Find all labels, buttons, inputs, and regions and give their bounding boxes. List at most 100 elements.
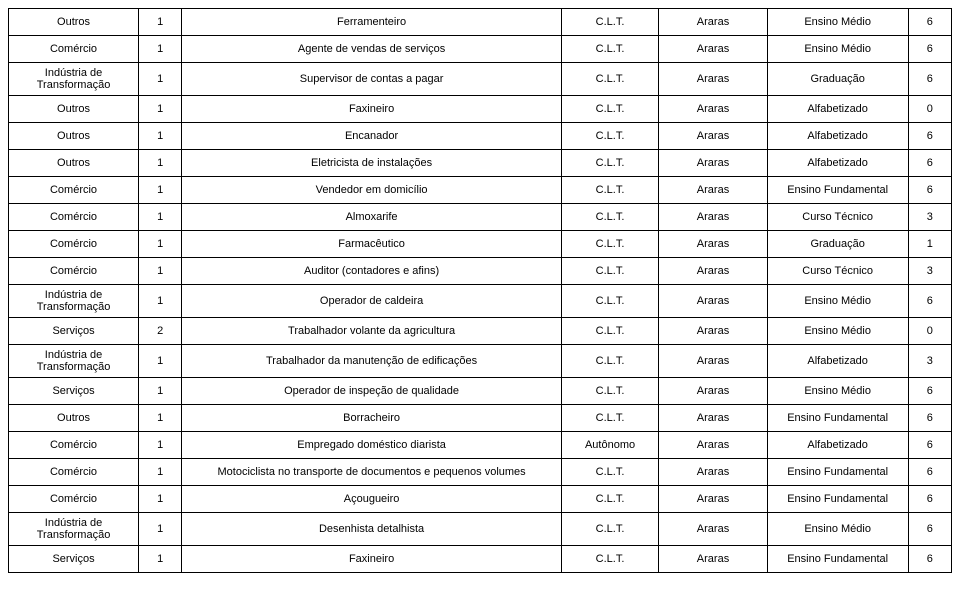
cell-role: Ferramenteiro: [182, 9, 561, 36]
cell-city: Araras: [659, 345, 767, 378]
cell-qty: 1: [139, 258, 182, 285]
cell-education: Alfabetizado: [767, 432, 908, 459]
cell-role: Eletricista de instalações: [182, 150, 561, 177]
cell-qty: 1: [139, 486, 182, 513]
cell-sector: Indústria de Transformação: [9, 345, 139, 378]
cell-city: Araras: [659, 459, 767, 486]
cell-role: Auditor (contadores e afins): [182, 258, 561, 285]
cell-city: Araras: [659, 96, 767, 123]
cell-city: Araras: [659, 318, 767, 345]
cell-role: Supervisor de contas a pagar: [182, 63, 561, 96]
cell-code: 6: [908, 378, 951, 405]
cell-education: Alfabetizado: [767, 96, 908, 123]
cell-code: 0: [908, 318, 951, 345]
cell-sector: Outros: [9, 123, 139, 150]
cell-qty: 1: [139, 405, 182, 432]
cell-role: Trabalhador da manutenção de edificações: [182, 345, 561, 378]
cell-contract: C.L.T.: [561, 123, 659, 150]
cell-education: Curso Técnico: [767, 258, 908, 285]
cell-code: 6: [908, 9, 951, 36]
cell-city: Araras: [659, 231, 767, 258]
cell-code: 6: [908, 285, 951, 318]
cell-education: Alfabetizado: [767, 123, 908, 150]
cell-city: Araras: [659, 513, 767, 546]
cell-code: 6: [908, 546, 951, 573]
cell-qty: 1: [139, 231, 182, 258]
table-row: Outros1EncanadorC.L.T.ArarasAlfabetizado…: [9, 123, 952, 150]
table-row: Comércio1Auditor (contadores e afins)C.L…: [9, 258, 952, 285]
cell-contract: C.L.T.: [561, 258, 659, 285]
table-row: Comércio1Agente de vendas de serviçosC.L…: [9, 36, 952, 63]
cell-qty: 1: [139, 96, 182, 123]
cell-qty: 2: [139, 318, 182, 345]
cell-qty: 1: [139, 63, 182, 96]
cell-education: Graduação: [767, 231, 908, 258]
cell-role: Faxineiro: [182, 546, 561, 573]
cell-contract: C.L.T.: [561, 405, 659, 432]
cell-qty: 1: [139, 345, 182, 378]
cell-sector: Outros: [9, 96, 139, 123]
cell-city: Araras: [659, 405, 767, 432]
cell-role: Operador de caldeira: [182, 285, 561, 318]
cell-code: 3: [908, 345, 951, 378]
job-table: Outros1FerramenteiroC.L.T.ArarasEnsino M…: [8, 8, 952, 573]
cell-qty: 1: [139, 285, 182, 318]
cell-role: Motociclista no transporte de documentos…: [182, 459, 561, 486]
cell-qty: 1: [139, 432, 182, 459]
cell-code: 6: [908, 459, 951, 486]
cell-sector: Comércio: [9, 486, 139, 513]
cell-role: Almoxarife: [182, 204, 561, 231]
cell-role: Faxineiro: [182, 96, 561, 123]
cell-role: Agente de vendas de serviços: [182, 36, 561, 63]
cell-sector: Comércio: [9, 459, 139, 486]
table-row: Indústria de Transformação1Trabalhador d…: [9, 345, 952, 378]
cell-qty: 1: [139, 459, 182, 486]
cell-city: Araras: [659, 36, 767, 63]
cell-contract: C.L.T.: [561, 513, 659, 546]
cell-contract: C.L.T.: [561, 36, 659, 63]
table-row: Outros1FaxineiroC.L.T.ArarasAlfabetizado…: [9, 96, 952, 123]
cell-role: Operador de inspeção de qualidade: [182, 378, 561, 405]
cell-contract: Autônomo: [561, 432, 659, 459]
cell-education: Ensino Médio: [767, 285, 908, 318]
cell-qty: 1: [139, 9, 182, 36]
cell-education: Ensino Fundamental: [767, 486, 908, 513]
cell-qty: 1: [139, 150, 182, 177]
cell-sector: Indústria de Transformação: [9, 513, 139, 546]
cell-education: Alfabetizado: [767, 345, 908, 378]
cell-contract: C.L.T.: [561, 231, 659, 258]
cell-contract: C.L.T.: [561, 459, 659, 486]
cell-city: Araras: [659, 486, 767, 513]
cell-city: Araras: [659, 204, 767, 231]
table-row: Comércio1AlmoxarifeC.L.T.ArarasCurso Téc…: [9, 204, 952, 231]
cell-education: Ensino Médio: [767, 378, 908, 405]
cell-contract: C.L.T.: [561, 378, 659, 405]
cell-education: Ensino Fundamental: [767, 546, 908, 573]
cell-code: 6: [908, 486, 951, 513]
cell-contract: C.L.T.: [561, 150, 659, 177]
cell-sector: Comércio: [9, 258, 139, 285]
cell-city: Araras: [659, 150, 767, 177]
table-row: Outros1FerramenteiroC.L.T.ArarasEnsino M…: [9, 9, 952, 36]
cell-contract: C.L.T.: [561, 345, 659, 378]
cell-city: Araras: [659, 432, 767, 459]
cell-sector: Outros: [9, 9, 139, 36]
cell-city: Araras: [659, 9, 767, 36]
cell-qty: 1: [139, 204, 182, 231]
cell-qty: 1: [139, 546, 182, 573]
cell-contract: C.L.T.: [561, 204, 659, 231]
cell-qty: 1: [139, 123, 182, 150]
cell-qty: 1: [139, 378, 182, 405]
cell-city: Araras: [659, 285, 767, 318]
cell-code: 6: [908, 123, 951, 150]
cell-role: Vendedor em domicílio: [182, 177, 561, 204]
cell-city: Araras: [659, 177, 767, 204]
table-row: Comércio1Empregado doméstico diaristaAut…: [9, 432, 952, 459]
cell-role: Encanador: [182, 123, 561, 150]
table-row: Indústria de Transformação1Desenhista de…: [9, 513, 952, 546]
table-row: Outros1BorracheiroC.L.T.ArarasEnsino Fun…: [9, 405, 952, 432]
cell-contract: C.L.T.: [561, 96, 659, 123]
cell-education: Alfabetizado: [767, 150, 908, 177]
cell-city: Araras: [659, 63, 767, 96]
table-row: Outros1Eletricista de instalaçõesC.L.T.A…: [9, 150, 952, 177]
